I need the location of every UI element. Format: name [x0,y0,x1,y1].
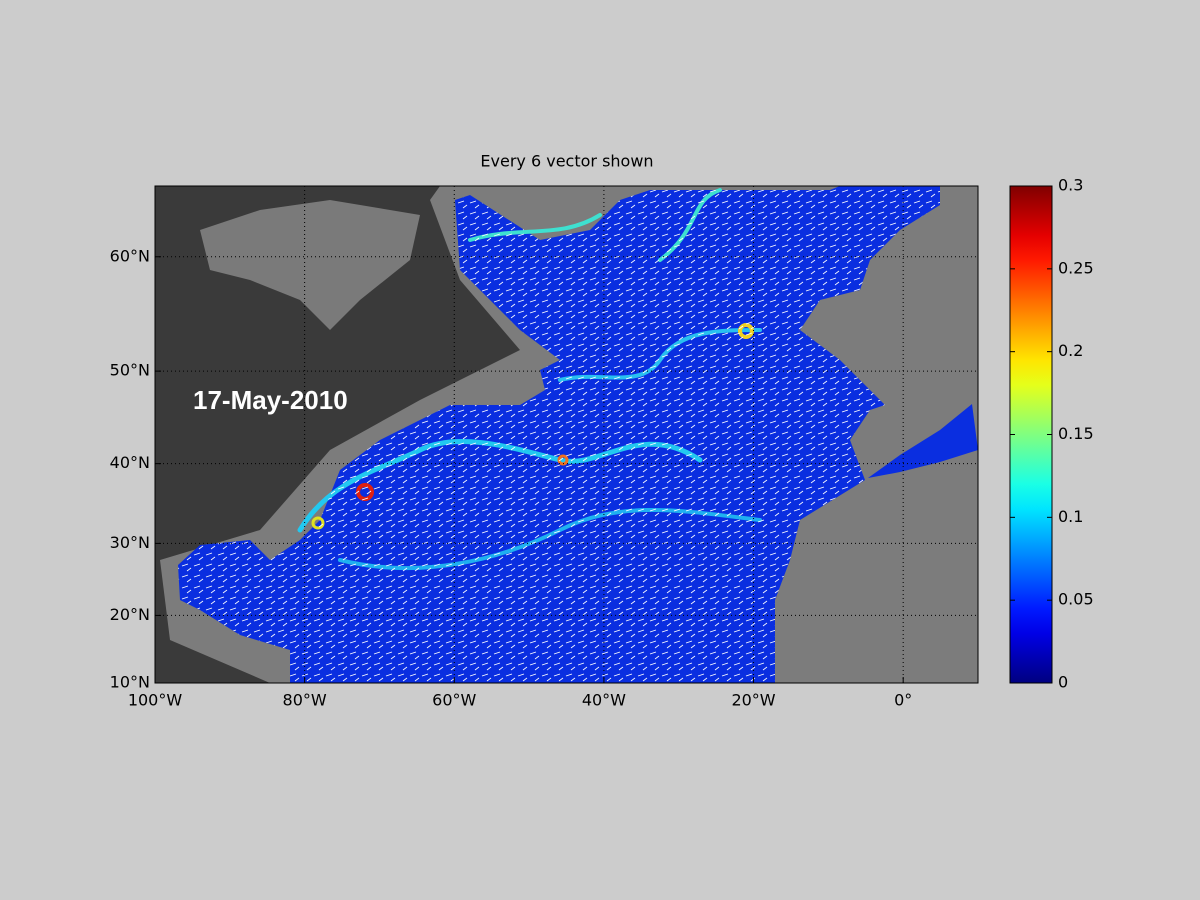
plot-frame [154,185,979,684]
colorbar-tick-label: 0 [1058,673,1068,692]
x-tick-label: 80°W [283,691,327,710]
colorbar-tick-label: 0.15 [1058,424,1094,443]
map [155,186,978,683]
y-tick-label: 50°N [110,361,150,380]
x-tick-label: 100°W [128,691,183,710]
x-tick-label: 60°W [432,691,476,710]
y-tick-label: 10°N [110,673,150,692]
y-tick-label: 20°N [110,605,150,624]
y-tick-label: 60°N [110,246,150,265]
shelf [200,200,420,330]
y-tick-label: 30°N [110,533,150,552]
date-annotation: 17-May-2010 [193,385,348,415]
colorbar-tick-label: 0.25 [1058,258,1094,277]
velocity-vectors [178,186,940,683]
chart-title: Every 6 vector shown [480,152,653,171]
colorbar-tick-label: 0.1 [1058,507,1083,526]
colorbar [1009,185,1053,684]
colorbar-tick-label: 0.05 [1058,590,1094,609]
x-tick-label: 20°W [731,691,775,710]
ocean [868,404,978,478]
x-tick-label: 40°W [582,691,626,710]
x-tick-label: 0° [894,691,912,710]
colorbar-tick-label: 0.3 [1058,176,1083,195]
colorbar-tick-label: 0.2 [1058,341,1083,360]
y-tick-label: 40°N [110,453,150,472]
grid [155,186,978,683]
